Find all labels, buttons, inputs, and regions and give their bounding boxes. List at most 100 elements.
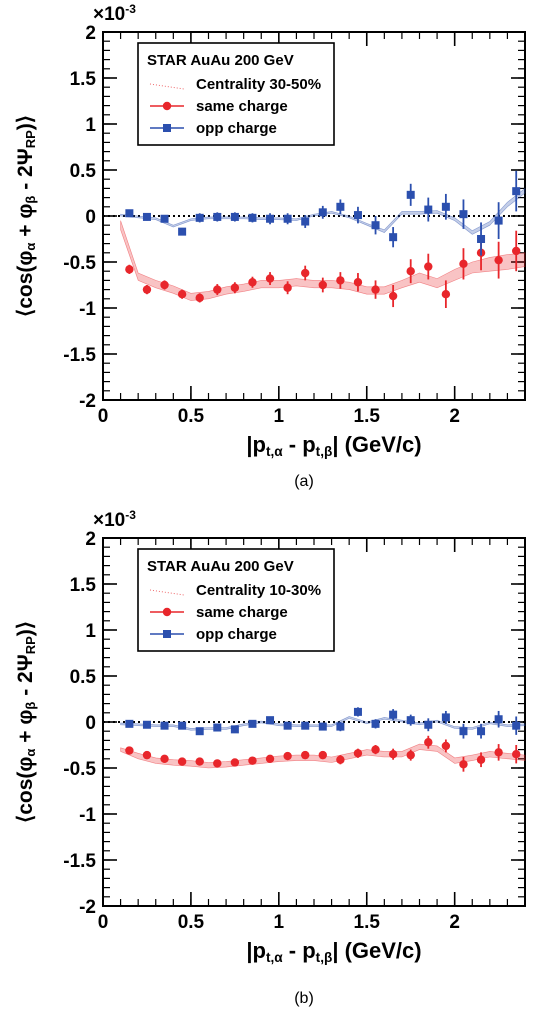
same-charge-point — [512, 246, 521, 256]
opp-charge-point — [160, 214, 169, 223]
opp-charge-point — [441, 202, 450, 211]
legend-header: STAR AuAu 200 GeV — [147, 52, 294, 69]
opp-charge-point — [301, 217, 310, 226]
opp-charge-point — [266, 716, 275, 725]
same-charge-point — [195, 293, 204, 303]
x-tick-label: 0 — [98, 406, 109, 427]
same-charge-point — [318, 280, 327, 290]
same-charge-point — [230, 758, 240, 767]
same-charge-point — [248, 756, 257, 765]
same-charge-point — [125, 746, 134, 755]
same-charge-point — [424, 262, 433, 271]
x-tick-label: 1.5 — [354, 406, 381, 427]
x-tick-label: 0.5 — [178, 912, 205, 933]
opp-charge-point — [178, 721, 187, 730]
systematic-band-opp — [120, 187, 526, 235]
y-tick-label: 2 — [85, 23, 96, 44]
opp-charge-point — [230, 725, 239, 734]
opp-charge-point — [125, 209, 134, 218]
y-tick-label: 1 — [85, 115, 96, 136]
opp-charge-point — [459, 210, 468, 219]
y-tick-label: -1 — [79, 299, 96, 320]
same-charge-point — [301, 268, 310, 278]
same-charge-point — [476, 755, 486, 764]
legend-marker-square — [163, 124, 171, 132]
opp-charge-point — [318, 208, 327, 217]
x-tick-label: 1 — [274, 406, 285, 427]
y-tick-label: 0 — [85, 207, 96, 228]
same-charge-point — [177, 290, 187, 299]
opp-charge-point — [178, 227, 187, 236]
same-charge-point — [406, 750, 415, 760]
opp-charge-point — [248, 213, 257, 222]
same-charge-point — [142, 750, 152, 760]
y-tick-label: 0 — [85, 713, 96, 734]
x-tick-label: 0 — [98, 912, 109, 933]
same-charge-point — [265, 754, 275, 763]
same-charge-point — [195, 757, 204, 766]
same-charge-point — [265, 274, 275, 283]
opp-charge-point — [266, 214, 275, 223]
x-tick-label: 2 — [449, 406, 460, 427]
opp-charge-point — [371, 221, 380, 230]
opp-charge-point — [230, 212, 239, 221]
opp-charge-point — [283, 721, 292, 730]
opp-charge-point — [477, 235, 486, 243]
chart-b-svg: 0 0.5 1 1.5 2-2-1.5-1-0.500.511.52×10-3STAR … — [14, 508, 526, 1007]
y-tick-label: -2 — [79, 897, 96, 918]
opp-charge-point — [301, 721, 310, 730]
legend-header: STAR AuAu 200 GeV — [147, 558, 294, 575]
legend-marker-circle — [162, 607, 172, 617]
opp-charge-point — [494, 715, 503, 724]
same-charge-point — [142, 285, 152, 294]
opp-charge-point — [142, 720, 151, 729]
x-tick-label: 0.5 — [178, 406, 205, 427]
same-charge-point — [388, 291, 398, 301]
systematic-band-same — [120, 220, 526, 301]
opp-charge-point — [424, 205, 433, 214]
opp-charge-point — [213, 723, 222, 732]
y-tick-label: -2 — [79, 391, 96, 412]
panel-b: 0 0.5 1 1.5 2 -2 -1.5 -1 -0.5 0 0.5 1 1.5 2 ×10-3 STAR … — [0, 506, 537, 1013]
legend-series-label: same charge — [196, 604, 288, 621]
x-tick-label: 1.5 — [354, 912, 381, 933]
y-tick-label: 1.5 — [70, 575, 97, 596]
same-charge-point — [459, 760, 468, 769]
opp-charge-point — [406, 190, 415, 199]
opp-charge-point — [336, 722, 345, 731]
opp-charge-point — [336, 202, 345, 211]
same-charge-point — [336, 755, 345, 764]
same-charge-point — [441, 290, 451, 299]
same-charge-point — [371, 745, 380, 754]
same-charge-point — [406, 267, 415, 276]
y-tick-label: 1.5 — [70, 69, 97, 90]
y-multiplier: ×10-3 — [93, 508, 136, 531]
same-charge-point — [213, 759, 222, 768]
opp-charge-point — [125, 719, 134, 728]
same-charge-point — [160, 754, 169, 763]
opp-charge-point — [389, 233, 398, 242]
opp-charge-point — [195, 213, 204, 222]
opp-charge-point — [389, 710, 398, 719]
opp-charge-point — [353, 211, 362, 220]
panel-caption: (a) — [294, 473, 314, 490]
opp-charge-point — [441, 713, 450, 722]
legend-band-label: Centrality 10-30% — [196, 582, 321, 599]
same-charge-point — [512, 750, 521, 759]
x-tick-label: 1 — [274, 912, 285, 933]
panel-a: 0 0.5 1 1.5 2 -2 -1.5 -1 -0.5 0 0.5 1 1.5 2 ×10-3 STAR … — [0, 0, 537, 496]
y-axis-title: ⟨cos(φα + φβ - 2ΨRP)⟩ — [14, 621, 38, 823]
legend-series-label: opp charge — [196, 626, 277, 643]
same-charge-point — [388, 750, 398, 759]
opp-charge-point — [512, 187, 521, 196]
opp-charge-point — [512, 721, 521, 730]
opp-charge-point — [477, 727, 486, 736]
same-charge-point — [283, 283, 292, 292]
legend-band-label: Centrality 30-50% — [196, 76, 321, 93]
systematic-band-opp — [120, 716, 526, 731]
y-multiplier: ×10-3 — [93, 2, 136, 25]
same-charge-point — [424, 738, 433, 747]
opp-charge-point — [248, 719, 257, 728]
opp-charge-point — [318, 722, 327, 731]
legend-marker-circle — [162, 101, 172, 111]
